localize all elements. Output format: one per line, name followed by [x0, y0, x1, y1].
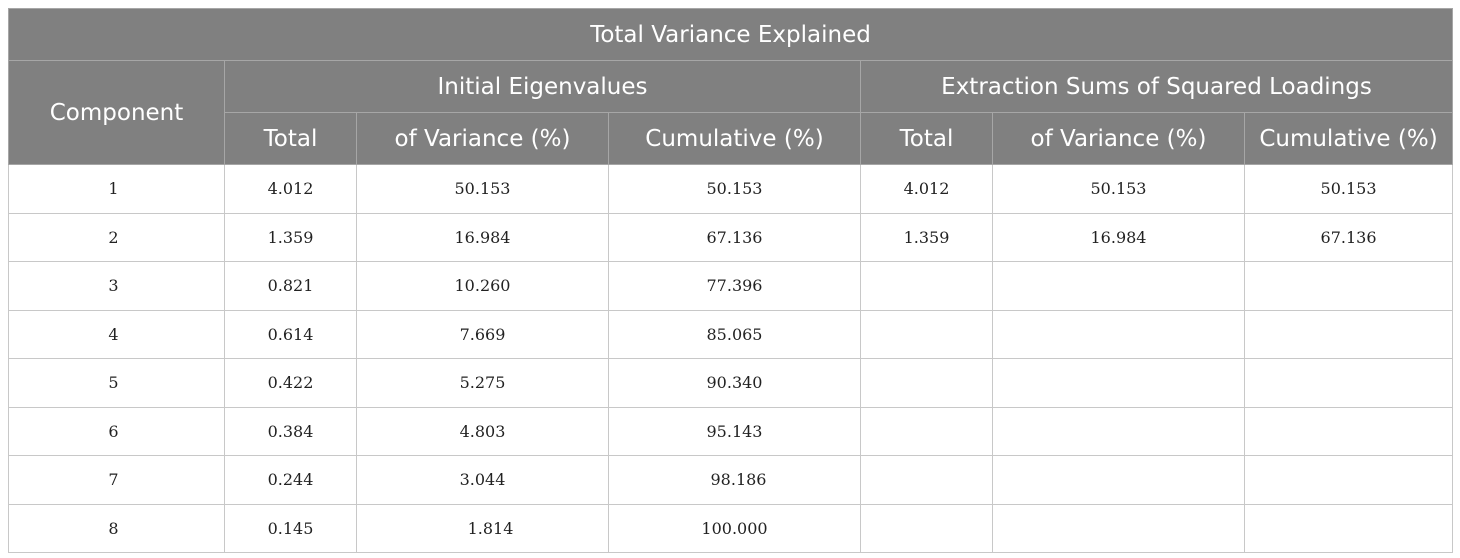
cell-extraction-cumulative	[1243, 455, 1454, 505]
cell-initial-total: 0.384	[224, 406, 357, 456]
cell-initial-total: 0.614	[224, 309, 357, 359]
cell-initial-total: 0.145	[224, 503, 357, 553]
cell-initial-cumulative: 98.186	[608, 455, 861, 505]
total-variance-table: Total Variance Explained Component Initi…	[7, 8, 1454, 553]
cell-extraction-variance: 16.984	[992, 212, 1245, 262]
cell-extraction-total	[860, 261, 993, 311]
cell-extraction-cumulative: 67.136	[1243, 212, 1454, 262]
cell-component: 4	[8, 309, 225, 359]
cell-extraction-cumulative	[1243, 261, 1454, 311]
cell-extraction-cumulative	[1243, 406, 1454, 456]
cell-initial-cumulative: 95.143	[608, 406, 861, 456]
col-header-initial-variance: of Variance (%)	[356, 112, 609, 165]
cell-extraction-cumulative: 50.153	[1243, 164, 1454, 214]
cell-extraction-total	[860, 309, 993, 359]
col-header-extraction-cumulative: Cumulative (%)	[1243, 112, 1454, 165]
cell-extraction-variance	[992, 455, 1245, 505]
cell-extraction-total: 4.012	[860, 164, 993, 214]
cell-initial-variance: 10.260	[356, 261, 609, 311]
cell-initial-variance: 4.803	[356, 406, 609, 456]
cell-initial-total: 4.012	[224, 164, 357, 214]
cell-extraction-total	[860, 455, 993, 505]
cell-initial-variance: 16.984	[356, 212, 609, 262]
cell-initial-cumulative: 67.136	[608, 212, 861, 262]
table-row: 4 0.614 7.669 85.065	[8, 309, 1454, 359]
cell-initial-variance: 1.814	[356, 503, 609, 553]
cell-extraction-cumulative	[1243, 309, 1454, 359]
cell-component: 7	[8, 455, 225, 505]
table-row: 5 0.422 5.275 90.340	[8, 358, 1454, 408]
cell-extraction-variance	[992, 503, 1245, 553]
table-row: 7 0.244 3.044 98.186	[8, 455, 1454, 505]
cell-extraction-total	[860, 406, 993, 456]
col-header-initial-cumulative: Cumulative (%)	[608, 112, 861, 165]
cell-extraction-variance	[992, 309, 1245, 359]
cell-extraction-variance: 50.153	[992, 164, 1245, 214]
cell-initial-cumulative: 85.065	[608, 309, 861, 359]
cell-initial-cumulative: 90.340	[608, 358, 861, 408]
cell-component: 1	[8, 164, 225, 214]
cell-initial-cumulative: 50.153	[608, 164, 861, 214]
table-row: 8 0.145 1.814 100.000	[8, 503, 1454, 553]
cell-extraction-variance	[992, 406, 1245, 456]
initial-eigenvalues-header: Initial Eigenvalues	[224, 60, 861, 113]
cell-extraction-cumulative	[1243, 503, 1454, 553]
variance-table-container: Total Variance Explained Component Initi…	[7, 8, 1454, 553]
cell-extraction-total	[860, 358, 993, 408]
cell-initial-total: 0.422	[224, 358, 357, 408]
col-header-extraction-total: Total	[860, 112, 993, 165]
cell-extraction-variance	[992, 358, 1245, 408]
cell-extraction-total	[860, 503, 993, 553]
cell-extraction-cumulative	[1243, 358, 1454, 408]
table-row: 2 1.359 16.984 67.136 1.359 16.984 67.13…	[8, 212, 1454, 262]
cell-initial-cumulative: 77.396	[608, 261, 861, 311]
cell-initial-total: 0.821	[224, 261, 357, 311]
cell-initial-variance: 5.275	[356, 358, 609, 408]
col-header-extraction-variance: of Variance (%)	[992, 112, 1245, 165]
table-body: 1 4.012 50.153 50.153 4.012 50.153 50.15…	[8, 164, 1454, 553]
cell-initial-variance: 50.153	[356, 164, 609, 214]
cell-component: 6	[8, 406, 225, 456]
cell-initial-total: 0.244	[224, 455, 357, 505]
cell-initial-cumulative: 100.000	[608, 503, 861, 553]
cell-extraction-variance	[992, 261, 1245, 311]
cell-component: 5	[8, 358, 225, 408]
component-header: Component	[8, 60, 225, 165]
cell-initial-variance: 7.669	[356, 309, 609, 359]
cell-initial-total: 1.359	[224, 212, 357, 262]
table-title: Total Variance Explained	[7, 8, 1454, 61]
col-header-initial-total: Total	[224, 112, 357, 165]
cell-component: 2	[8, 212, 225, 262]
cell-extraction-total: 1.359	[860, 212, 993, 262]
table-row: 6 0.384 4.803 95.143	[8, 406, 1454, 456]
extraction-sums-header: Extraction Sums of Squared Loadings	[859, 60, 1454, 113]
cell-component: 3	[8, 261, 225, 311]
cell-component: 8	[8, 503, 225, 553]
cell-initial-variance: 3.044	[356, 455, 609, 505]
table-row: 3 0.821 10.260 77.396	[8, 261, 1454, 311]
table-row: 1 4.012 50.153 50.153 4.012 50.153 50.15…	[8, 164, 1454, 214]
